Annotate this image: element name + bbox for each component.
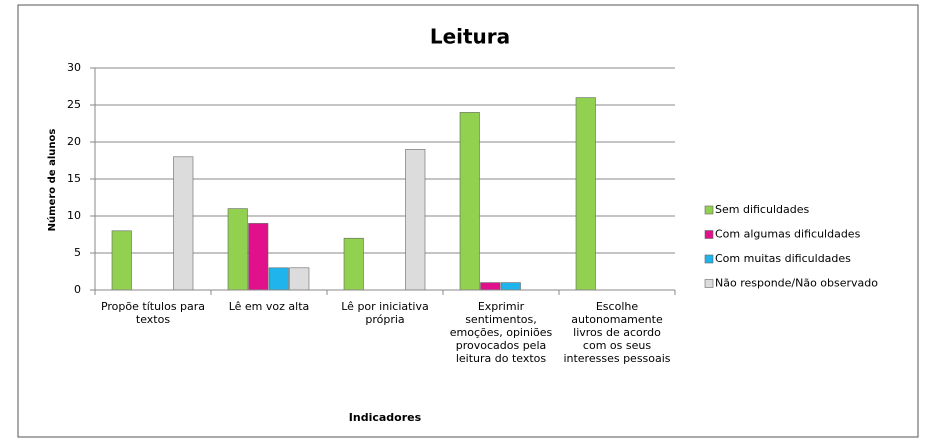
y-tick-label: 10 (67, 209, 81, 222)
legend-swatch (704, 254, 714, 264)
bar (575, 97, 596, 291)
bar (480, 282, 501, 291)
x-axis-label: Indicadores (349, 411, 422, 424)
y-tick-label: 15 (67, 172, 81, 185)
bar (268, 267, 289, 291)
legend-swatch (704, 279, 714, 288)
legend-swatch (704, 205, 714, 215)
y-tick-label: 0 (74, 283, 81, 296)
x-tick-label: Lê em voz alta (228, 300, 310, 313)
legend-swatch (704, 230, 714, 239)
legend-label: Com algumas dificuldades (715, 228, 861, 241)
x-tick-label: Escolhe autonomamente livros de acordo c… (563, 300, 671, 365)
bar (227, 208, 248, 291)
y-tick-label: 5 (74, 246, 81, 259)
legend-label: Com muitas dificuldades (715, 252, 851, 265)
bar (248, 223, 269, 291)
x-tick-label: Propõe títulos para textos (100, 300, 206, 326)
y-tick-label: 25 (67, 98, 81, 111)
x-tick-label: Lê por iniciativa própria (341, 300, 429, 326)
bar (500, 282, 521, 291)
legend-label: Não responde/Não observado (715, 277, 878, 290)
y-axis-label: Número de alunos (46, 129, 58, 232)
bar (289, 267, 310, 291)
chart-title: Leitura (430, 25, 510, 49)
y-tick-label: 20 (67, 135, 81, 148)
bar (173, 156, 194, 291)
bar (111, 230, 132, 291)
legend-label: Sem dificuldades (715, 203, 809, 216)
y-tick-label: 30 (67, 61, 81, 74)
bar (459, 112, 480, 291)
x-tick-label: Exprimir sentimentos, emoções, opiniões … (449, 300, 553, 365)
bar (405, 149, 426, 291)
bar (343, 237, 364, 291)
